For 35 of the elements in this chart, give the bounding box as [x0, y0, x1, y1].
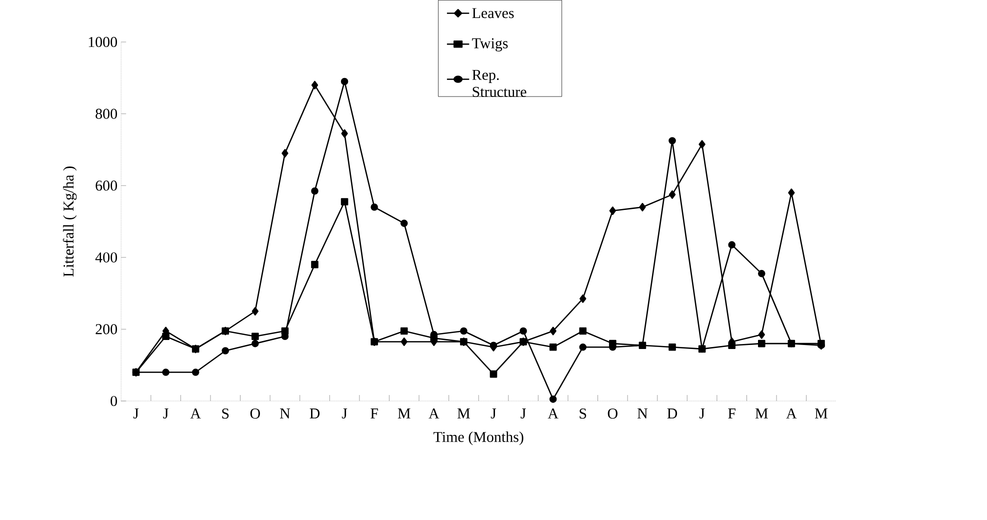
x-tick-label: O: [608, 408, 618, 419]
y-tick-label: 1000: [88, 36, 118, 48]
x-tick-label: M: [398, 408, 410, 418]
x-tick-label: J: [490, 408, 496, 418]
x-tick-label: M: [755, 408, 768, 418]
x-tick-label: D: [310, 408, 320, 418]
x-tick-label: F: [370, 408, 378, 418]
legend-label: Rep. Structure: [472, 70, 526, 97]
x-tick-label: S: [222, 408, 229, 419]
y-tick-label: 600: [96, 180, 118, 191]
x-tick-label: D: [667, 408, 678, 418]
x-tick-label: A: [548, 408, 558, 418]
x-tick-label: A: [786, 408, 797, 418]
x-tick-label: J: [699, 408, 705, 418]
y-tick-label: 400: [95, 252, 118, 262]
x-tick-label: F: [728, 408, 736, 418]
y-tick-label: 200: [96, 324, 118, 334]
legend-label: Twigs: [472, 38, 508, 52]
y-tick-label: 800: [96, 108, 118, 119]
x-tick-label: J: [163, 408, 168, 418]
y-axis-title: Litterfall ( Kg/ha ): [62, 166, 77, 277]
x-tick-label: J: [133, 408, 139, 418]
x-tick-label: J: [342, 408, 348, 418]
x-axis-title: Time (Months): [434, 431, 524, 446]
y-tick-label: 0: [110, 396, 118, 406]
x-tick-label: O: [250, 408, 260, 419]
x-tick-label: M: [814, 408, 828, 418]
x-tick-label: N: [637, 408, 648, 418]
x-tick-label: A: [190, 408, 201, 418]
x-tick-label: N: [280, 408, 290, 418]
legend-label: Leaves: [472, 8, 514, 18]
x-tick-label: J: [520, 408, 526, 418]
x-tick-label: A: [428, 408, 440, 418]
x-tick-label: S: [580, 408, 586, 419]
x-tick-label: M: [457, 408, 470, 418]
